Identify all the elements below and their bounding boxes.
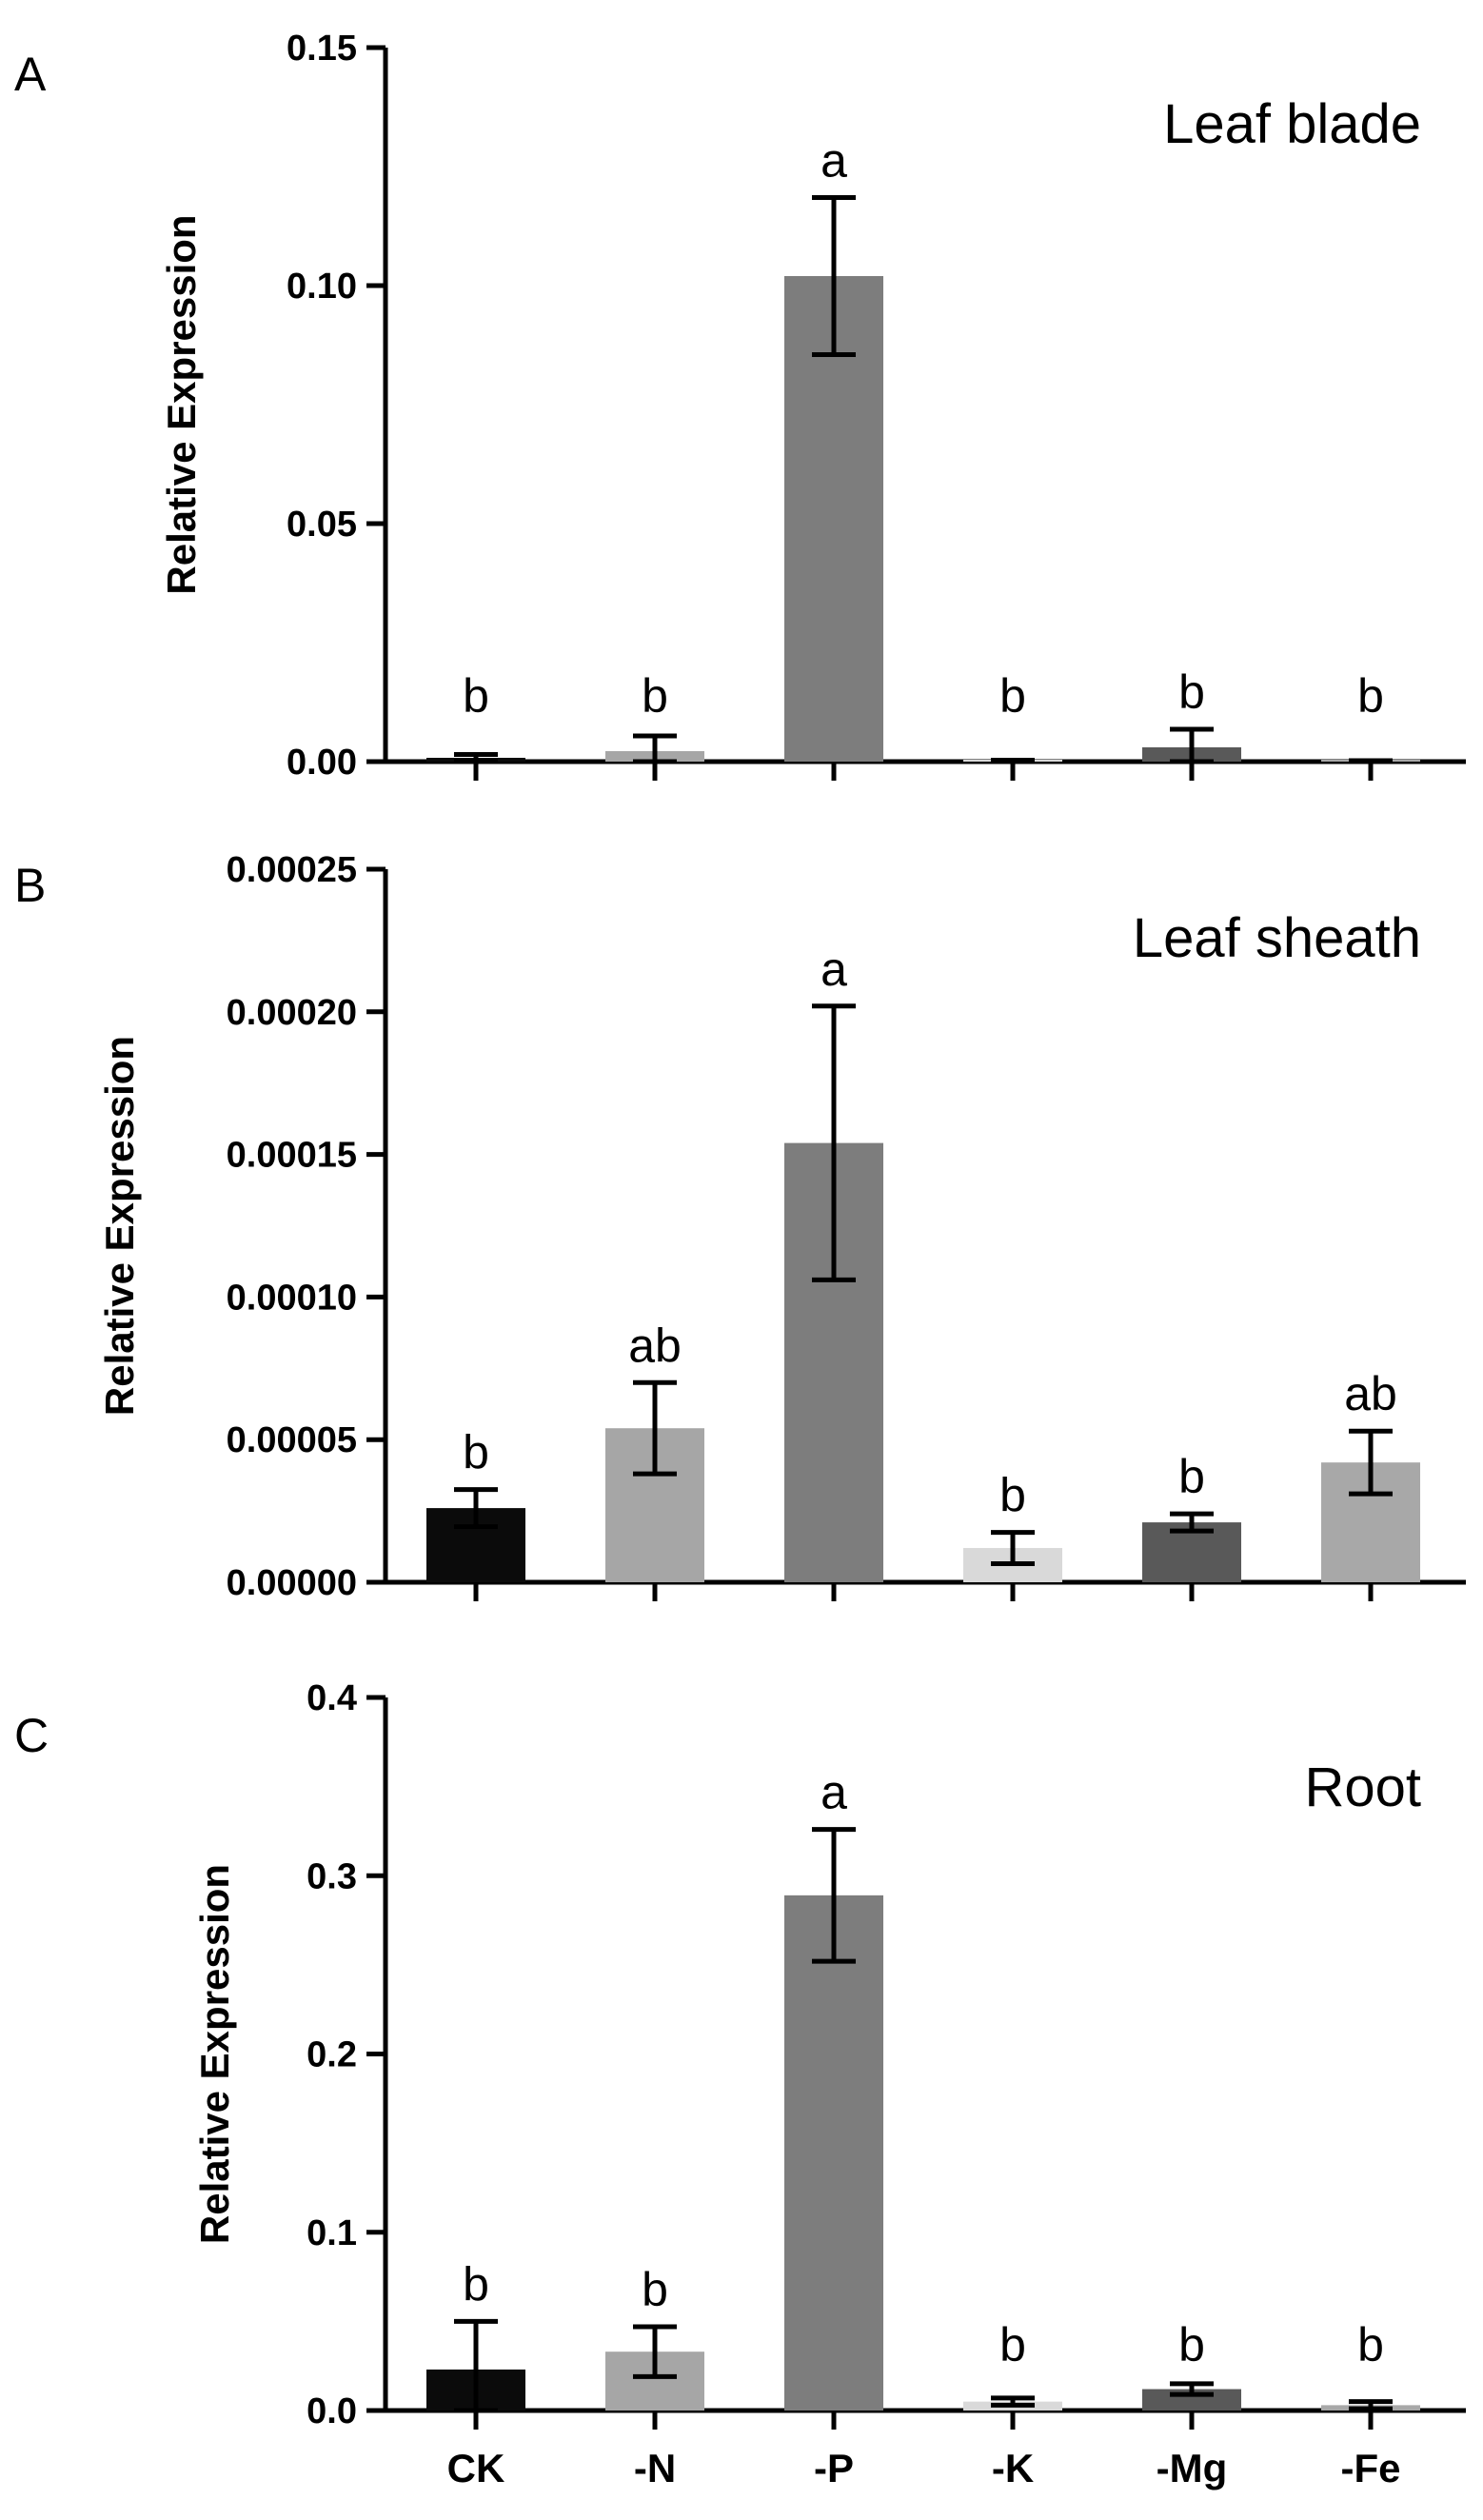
- error-bar: [1170, 2381, 1214, 2397]
- significance-label: b: [1178, 2318, 1205, 2371]
- panel-b: B Relative Expression 0.00000 0.00005 0.0001…: [14, 850, 1466, 1603]
- y-tick-label: 0.1: [306, 2213, 357, 2253]
- y-tick-label: 0.00015: [227, 1136, 357, 1176]
- y-axis-label: Relative Expression: [159, 214, 204, 594]
- bar-minus-p: [784, 1895, 883, 2411]
- error-bar: [633, 2324, 677, 2379]
- y-axis-label: Relative Expression: [97, 1036, 142, 1416]
- y-tick-label: 0.4: [306, 1678, 357, 1718]
- panel-letter: A: [14, 48, 47, 101]
- significance-label: b: [999, 1469, 1026, 1522]
- bar-minus-mg: [1142, 2389, 1241, 2411]
- y-tick-label: 0.15: [287, 29, 357, 69]
- error-bar: [812, 1003, 856, 1282]
- significance-label: b: [1178, 1450, 1205, 1503]
- error-bar: [1349, 1428, 1393, 1497]
- panel-a: A Relative Expression 0.00 0.05 0.10 0.15 Leaf…: [14, 29, 1466, 783]
- error-bar: [454, 1487, 498, 1530]
- y-tick-label: 0.00: [287, 743, 357, 783]
- significance-label: ab: [1344, 1367, 1397, 1420]
- y-axis-label: Relative Expression: [192, 1864, 237, 2244]
- y-tick-label: 0.0: [306, 2391, 357, 2431]
- y-tick-label: 0.00005: [227, 1420, 357, 1460]
- error-bar: [1170, 1511, 1214, 1534]
- significance-label: b: [999, 669, 1026, 723]
- error-bar: [991, 758, 1035, 764]
- significance-label: b: [463, 669, 489, 723]
- x-tick-label: CK: [447, 2446, 505, 2490]
- significance-label: b: [642, 2263, 668, 2316]
- significance-label: ab: [628, 1319, 682, 1372]
- error-bar: [633, 1379, 677, 1477]
- significance-label: b: [463, 2257, 489, 2311]
- significance-label: b: [1357, 2318, 1384, 2371]
- error-bar: [1170, 726, 1214, 764]
- significance-label: b: [1178, 665, 1205, 719]
- panel-letter: B: [14, 859, 46, 912]
- error-bar: [812, 1827, 856, 1964]
- error-bar: [1349, 758, 1393, 764]
- significance-label: b: [642, 669, 668, 723]
- y-tick-label: 0.3: [306, 1856, 357, 1896]
- significance-label: a: [821, 134, 847, 188]
- x-tick-label: -Fe: [1341, 2446, 1401, 2490]
- y-tick-label: 0.00000: [227, 1563, 357, 1603]
- x-tick-label: -N: [634, 2446, 676, 2490]
- significance-label: b: [463, 1426, 489, 1479]
- significance-label: b: [1357, 669, 1384, 723]
- tissue-label: Leaf blade: [1163, 93, 1421, 155]
- error-bar: [812, 195, 856, 357]
- significance-label: b: [999, 2318, 1026, 2371]
- y-tick-label: 0.05: [287, 505, 357, 545]
- error-bar: [633, 733, 677, 764]
- y-tick-label: 0.00010: [227, 1278, 357, 1318]
- y-tick-label: 0.10: [287, 267, 357, 307]
- y-tick-label: 0.00020: [227, 993, 357, 1033]
- y-tick-label: 0.2: [306, 2035, 357, 2075]
- y-tick-label: 0.00025: [227, 850, 357, 890]
- error-bar: [454, 2318, 498, 2413]
- x-tick-label: -Mg: [1157, 2446, 1228, 2490]
- error-bar: [991, 1530, 1035, 1567]
- x-tick-label: -K: [992, 2446, 1034, 2490]
- significance-label: a: [821, 943, 847, 996]
- panel-letter: C: [14, 1709, 49, 1762]
- error-bar: [991, 2395, 1035, 2408]
- tissue-label: Leaf sheath: [1133, 907, 1421, 969]
- panel-c: C Relative Expression 0.0 0.1 0.2 0.3 0.4 Root b…: [14, 1678, 1466, 2490]
- error-bar: [454, 752, 498, 764]
- tissue-label: Root: [1304, 1756, 1421, 1818]
- x-tick-label: -P: [814, 2446, 854, 2490]
- error-bar: [1349, 2399, 1393, 2411]
- significance-label: a: [821, 1766, 847, 1819]
